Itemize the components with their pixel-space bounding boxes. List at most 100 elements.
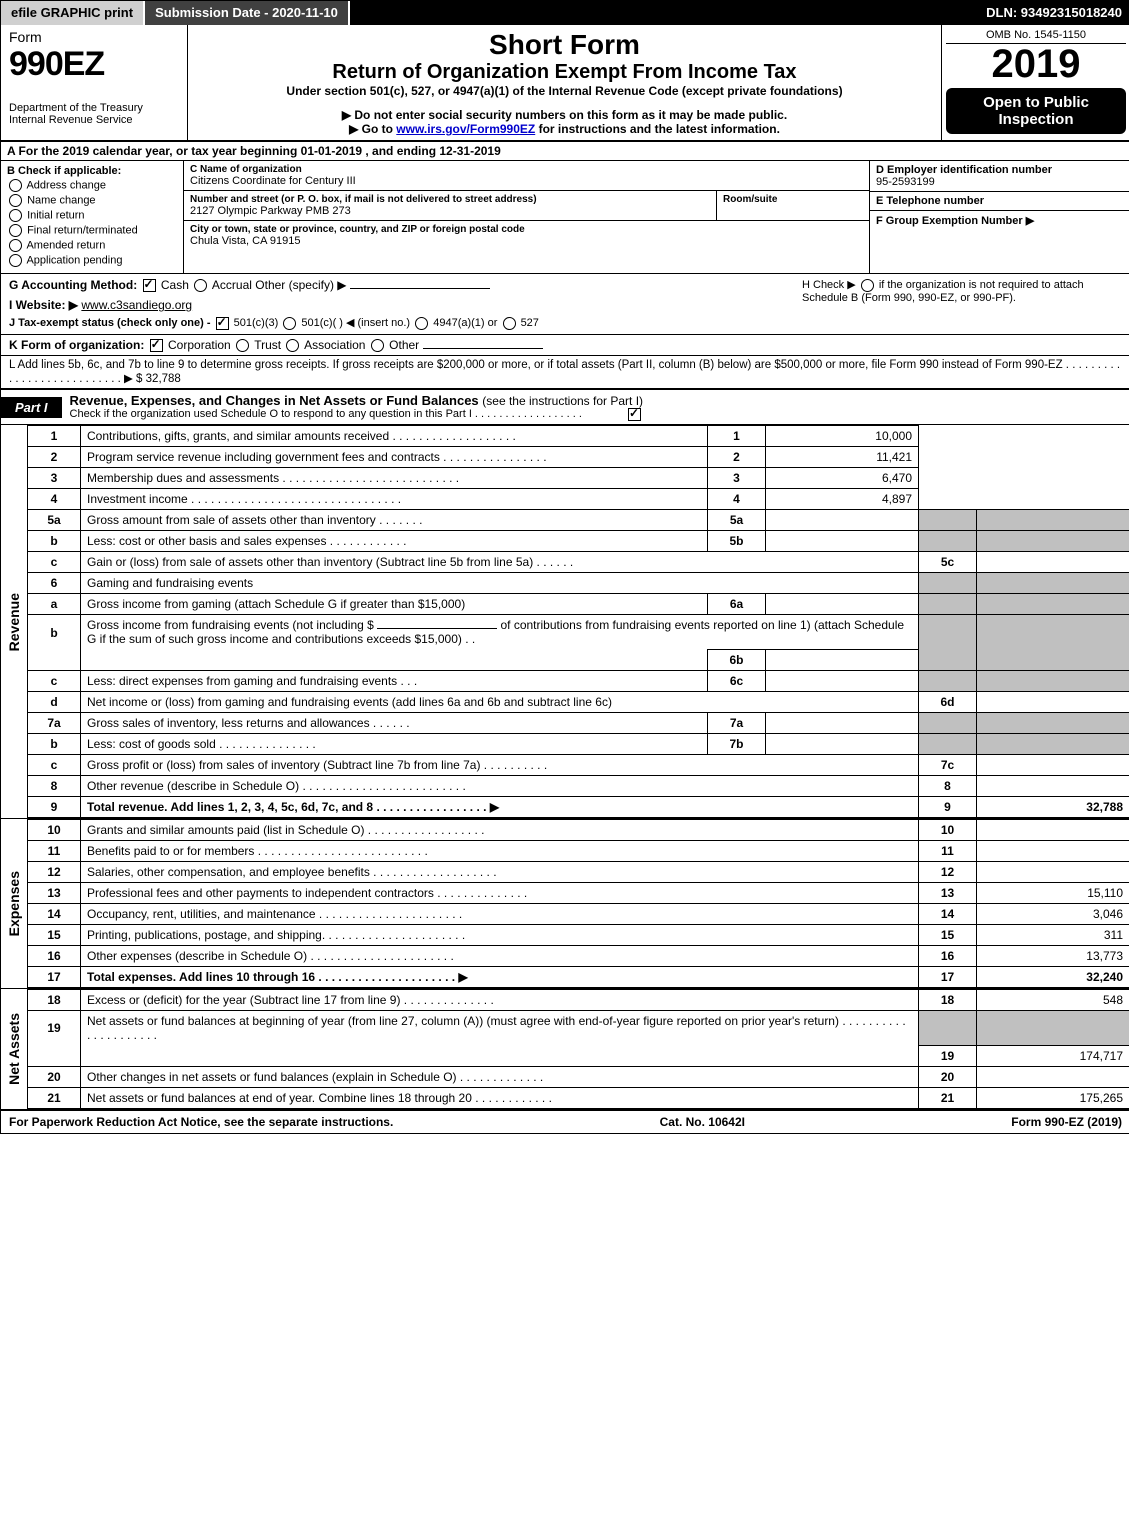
cb-527[interactable] — [503, 317, 516, 330]
cb-trust[interactable] — [236, 339, 249, 352]
instructions-suffix: for instructions and the latest informat… — [535, 122, 780, 136]
box-d: D Employer identification number 95-2593… — [870, 161, 1129, 192]
city-value: Chula Vista, CA 91915 — [190, 235, 863, 247]
table-row: 17Total expenses. Add lines 10 through 1… — [28, 967, 1129, 988]
form-word: Form — [9, 29, 42, 45]
box-c: C Name of organization Citizens Coordina… — [184, 161, 869, 273]
table-row: 14Occupancy, rent, utilities, and mainte… — [28, 904, 1129, 925]
line-k: K Form of organization: Corporation Trus… — [1, 335, 1129, 356]
cb-schedule-b[interactable] — [861, 279, 874, 292]
val-10 — [977, 820, 1129, 841]
boxes-d-e-f: D Employer identification number 95-2593… — [869, 161, 1129, 273]
opt-527: 527 — [521, 317, 539, 329]
header-right: OMB No. 1545-1150 2019 Open to Public In… — [941, 25, 1129, 140]
expenses-table: 10Grants and similar amounts paid (list … — [28, 819, 1129, 988]
table-row: cLess: direct expenses from gaming and f… — [28, 671, 1129, 692]
footer-form-id: Form 990-EZ (2019) — [1011, 1115, 1122, 1129]
val-15: 311 — [977, 925, 1129, 946]
tax-exempt-label: J Tax-exempt status (check only one) - — [9, 317, 214, 329]
table-row: 13Professional fees and other payments t… — [28, 883, 1129, 904]
table-row: 6b — [28, 650, 1129, 671]
opt-accrual: Accrual — [212, 278, 252, 292]
val-18: 548 — [977, 990, 1129, 1011]
val-20 — [977, 1066, 1129, 1087]
website-label: I Website: ▶ — [9, 298, 78, 312]
line-h: H Check ▶ if the organization is not req… — [792, 278, 1122, 330]
table-row: 5aGross amount from sale of assets other… — [28, 510, 1129, 531]
cb-4947[interactable] — [415, 317, 428, 330]
line-j: J Tax-exempt status (check only one) - 5… — [9, 316, 792, 330]
opt-other-org: Other — [389, 338, 419, 352]
part-1-sub: (see the instructions for Part I) — [482, 394, 643, 408]
cb-final-return[interactable]: Final return/terminated — [7, 224, 177, 237]
cb-initial-return[interactable]: Initial return — [7, 209, 177, 222]
accounting-method-label: G Accounting Method: — [9, 278, 137, 292]
opt-501c3: 501(c)(3) — [234, 317, 279, 329]
revenue-section: Revenue 1Contributions, gifts, grants, a… — [1, 425, 1129, 819]
opt-other: Other (specify) ▶ — [255, 278, 346, 292]
table-row: bLess: cost of goods sold . . . . . . . … — [28, 734, 1129, 755]
cb-application-pending[interactable]: Application pending — [7, 254, 177, 267]
efile-print-button[interactable]: efile GRAPHIC print — [1, 1, 145, 25]
opt-association: Association — [304, 338, 365, 352]
table-row: bGross income from fundraising events (n… — [28, 615, 1129, 650]
table-row: bLess: cost or other basis and sales exp… — [28, 531, 1129, 552]
cb-501c3[interactable] — [216, 317, 229, 330]
cb-association[interactable] — [286, 339, 299, 352]
val-5c — [977, 552, 1129, 573]
cb-amended-return[interactable]: Amended return — [7, 239, 177, 252]
dln-label: DLN: 93492315018240 — [978, 1, 1129, 25]
net-assets-table: 18Excess or (deficit) for the year (Subt… — [28, 989, 1129, 1109]
table-row: 18Excess or (deficit) for the year (Subt… — [28, 990, 1129, 1011]
city-cell: City or town, state or province, country… — [184, 221, 869, 250]
val-17: 32,240 — [977, 967, 1129, 988]
cb-other-org[interactable] — [371, 339, 384, 352]
val-14: 3,046 — [977, 904, 1129, 925]
cb-cash[interactable] — [143, 279, 156, 292]
table-row: 1Contributions, gifts, grants, and simil… — [28, 426, 1129, 447]
val-4: 4,897 — [766, 489, 919, 510]
cb-schedule-o-used[interactable] — [628, 408, 641, 421]
cb-corporation[interactable] — [150, 339, 163, 352]
instructions-line: ▶ Go to www.irs.gov/Form990EZ for instru… — [196, 122, 933, 136]
cb-name-change[interactable]: Name change — [7, 194, 177, 207]
table-row: 20Other changes in net assets or fund ba… — [28, 1066, 1129, 1087]
table-row: 4Investment income . . . . . . . . . . .… — [28, 489, 1129, 510]
line-g-h: G Accounting Method: Cash Accrual Other … — [1, 274, 1129, 335]
part-1-tab: Part I — [1, 397, 62, 418]
dept-label: Department of the Treasury — [9, 102, 179, 114]
submission-date-button[interactable]: Submission Date - 2020-11-10 — [145, 1, 350, 25]
phone-label: E Telephone number — [876, 195, 1124, 207]
table-row: 11Benefits paid to or for members . . . … — [28, 841, 1129, 862]
val-21: 175,265 — [977, 1087, 1129, 1108]
expenses-section: Expenses 10Grants and similar amounts pa… — [1, 819, 1129, 989]
val-1: 10,000 — [766, 426, 919, 447]
cb-501c[interactable] — [283, 317, 296, 330]
website-value[interactable]: www.c3sandiego.org — [81, 298, 192, 312]
form-of-org-label: K Form of organization: — [9, 338, 144, 352]
group-exemption-label: F Group Exemption Number ▶ — [876, 214, 1124, 227]
opt-trust: Trust — [254, 338, 281, 352]
net-assets-side-label: Net Assets — [1, 989, 28, 1109]
table-row: cGain or (loss) from sale of assets othe… — [28, 552, 1129, 573]
val-9: 32,788 — [977, 797, 1129, 818]
return-title: Return of Organization Exempt From Incom… — [196, 61, 933, 84]
table-row: 12Salaries, other compensation, and empl… — [28, 862, 1129, 883]
val-13: 15,110 — [977, 883, 1129, 904]
opt-corporation: Corporation — [168, 338, 231, 352]
cb-address-change[interactable]: Address change — [7, 179, 177, 192]
irs-link[interactable]: www.irs.gov/Form990EZ — [396, 122, 535, 136]
room-suite: Room/suite — [716, 191, 869, 220]
org-name-cell: C Name of organization Citizens Coordina… — [184, 161, 869, 191]
table-row: aGross income from gaming (attach Schedu… — [28, 594, 1129, 615]
table-row: 9Total revenue. Add lines 1, 2, 3, 4, 5c… — [28, 797, 1129, 818]
header-middle: Short Form Return of Organization Exempt… — [188, 25, 941, 140]
ssn-warning: ▶ Do not enter social security numbers o… — [196, 108, 933, 122]
opt-501c: 501(c)( ) ◀ (insert no.) — [301, 317, 410, 329]
address-main: Number and street (or P. O. box, if mail… — [184, 191, 716, 220]
header-left: Form 990EZ Department of the Treasury In… — [1, 25, 188, 140]
cb-accrual[interactable] — [194, 279, 207, 292]
suite-label: Room/suite — [723, 194, 863, 205]
table-row: 3Membership dues and assessments . . . .… — [28, 468, 1129, 489]
footer-cat-no: Cat. No. 10642I — [660, 1115, 745, 1129]
